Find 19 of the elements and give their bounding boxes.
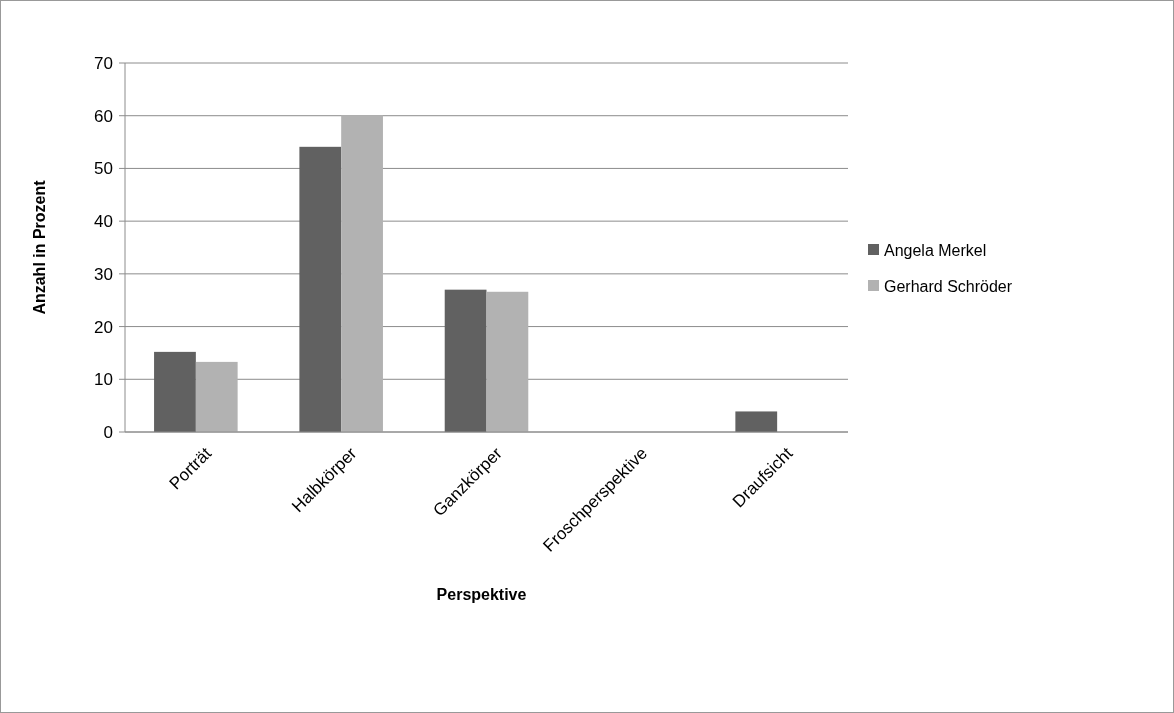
- y-axis-title: Anzahl in Prozent: [31, 179, 48, 315]
- bar: [341, 115, 383, 432]
- y-tick-label: 70: [94, 53, 113, 73]
- bar: [444, 289, 487, 432]
- y-tick-label: 10: [94, 370, 113, 390]
- y-tick-label: 30: [94, 264, 113, 284]
- bar: [486, 291, 529, 432]
- legend-label: Angela Merkel: [884, 241, 987, 259]
- bar: [299, 146, 342, 432]
- y-tick-label: 40: [94, 212, 113, 232]
- y-tick-label: 20: [94, 317, 113, 337]
- y-tick-label: 60: [94, 106, 113, 126]
- x-axis-title: Perspektive: [436, 586, 527, 603]
- bar: [154, 351, 196, 432]
- legend-label: Gerhard Schröder: [884, 277, 1013, 295]
- bar: [735, 411, 778, 432]
- y-tick-label: 50: [94, 159, 113, 179]
- y-tick-label: 0: [103, 422, 113, 442]
- bar: [195, 361, 238, 432]
